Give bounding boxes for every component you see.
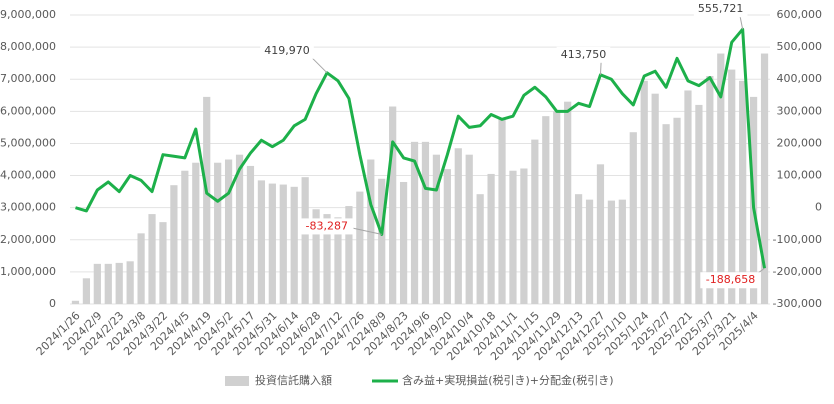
bar [553,111,561,304]
bar [695,104,703,305]
bar [301,177,309,304]
value-label: 413,750 [561,48,607,61]
bar [520,168,528,304]
bar [104,263,112,304]
bar [378,178,386,304]
bar [596,164,605,304]
legend-label: 含み益+実現損益(税引き)+分配金(税引き) [402,373,614,387]
value-label-box [693,1,748,18]
y2-tick-label: -100,000 [773,233,822,246]
bar [399,181,408,304]
y2-tick-label: 100,000 [777,169,823,182]
y2-tick-label: 0 [815,201,822,214]
bar [706,76,714,304]
value-label-box [700,272,761,289]
bar [684,90,692,304]
y2-tick-label: 600,000 [777,8,823,21]
y-tick-label: 2,000,000 [0,233,56,246]
bar [509,170,517,304]
y-tick-label: 9,000,000 [0,8,56,21]
y-tick-label: 0 [49,297,56,310]
value-label: -188,658 [706,273,755,286]
bar [356,191,364,304]
bar [71,300,80,304]
bar [760,53,769,305]
bar [651,93,659,304]
value-label: 555,721 [698,2,744,15]
bar [126,261,134,304]
value-label-box [299,218,354,235]
y2-tick-label: -300,000 [773,297,822,310]
bar [268,183,276,304]
bar [443,169,451,304]
bar [564,101,572,304]
bar [203,96,211,304]
y-tick-label: 4,000,000 [0,169,56,182]
value-label: -83,287 [305,219,347,232]
bar [334,217,342,304]
bar [432,154,441,304]
y-tick-label: 6,000,000 [0,104,56,117]
bar [192,162,200,304]
y-tick-label: 3,000,000 [0,201,56,214]
bar [159,222,167,304]
y2-tick-label: -200,000 [773,265,822,278]
bar [137,233,145,304]
bar [421,141,430,304]
bar [662,124,670,304]
y2-tick-label: 500,000 [777,40,823,53]
bar [214,162,222,304]
bar [235,154,244,304]
bar [224,159,233,304]
bar [93,263,101,304]
value-label-box [260,42,314,59]
y2-tick-label: 300,000 [777,104,823,117]
bar [585,199,594,304]
bar [148,214,156,304]
y-tick-label: 1,000,000 [0,265,56,278]
bar [345,206,353,304]
bar [115,262,123,304]
bar [542,116,550,305]
bar [618,199,626,304]
y-tick-label: 7,000,000 [0,72,56,85]
bar [82,278,91,304]
bar [717,53,725,305]
bar [257,180,266,304]
bar [323,214,331,304]
y-tick-label: 8,000,000 [0,40,56,53]
bar [607,200,616,304]
y2-tick-label: 200,000 [777,136,823,149]
bar [410,141,419,304]
bar [312,209,320,304]
bar [389,106,397,305]
bar [290,186,298,304]
bar [454,148,462,304]
line [75,27,767,269]
bar [181,170,189,304]
bar [673,117,681,304]
bar [640,80,648,304]
bar [739,80,747,304]
bar [476,194,484,304]
bar [465,154,473,304]
legend-swatch [225,376,249,386]
value-label-box [556,46,611,63]
bar [629,132,637,304]
bar [498,117,506,304]
y-tick-label: 5,000,000 [0,136,56,149]
value-label: 419,970 [264,44,310,57]
bar [170,185,178,304]
bar [531,139,539,304]
bar [279,184,287,304]
bar [728,69,736,304]
y2-tick-label: 400,000 [777,72,823,85]
bar [246,165,255,304]
legend-label: 投資信託購入額 [255,373,332,387]
bar [487,173,495,304]
bar [574,194,583,304]
